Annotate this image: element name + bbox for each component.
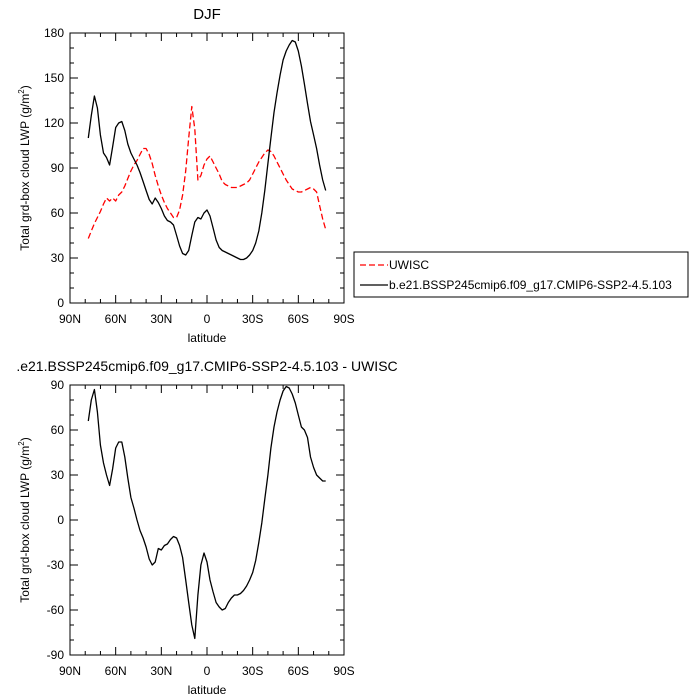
legend-box	[353, 251, 689, 298]
x-axis-label: latitude	[188, 683, 227, 697]
x-tick-label: 60S	[288, 312, 309, 326]
y-tick-label: 0	[57, 296, 64, 310]
x-tick-label: 90S	[333, 312, 354, 326]
y-tick-label: 60	[51, 206, 65, 220]
y-tick-label: 180	[44, 26, 64, 40]
chart-title: .e21.BSSP245cmip6.f09_g17.CMIP6-SSP2-4.5…	[16, 358, 397, 374]
x-tick-label: 60N	[105, 312, 127, 326]
y-axis-label: Total grd-box cloud LWP (g/m2)	[17, 437, 32, 602]
series-line-2	[87, 39, 327, 261]
x-tick-label: 30S	[242, 664, 263, 678]
y-tick-label: 120	[44, 116, 64, 130]
x-tick-label: 30N	[150, 312, 172, 326]
x-tick-label: 60S	[288, 664, 309, 678]
x-axis-label: latitude	[188, 331, 227, 345]
y-tick-label: 30	[51, 468, 65, 482]
plot-frame	[69, 384, 345, 656]
x-tick-label: 90N	[59, 664, 81, 678]
y-axis-label: Total grd-box cloud LWP (g/m2)	[17, 85, 32, 250]
y-axis-label-end: )	[18, 85, 32, 89]
y-tick-label: 150	[44, 71, 64, 85]
x-tick-label: 0	[204, 312, 211, 326]
y-tick-label: -60	[47, 603, 65, 617]
y-axis-label-sup: 2	[17, 89, 26, 94]
panel-2: .e21.BSSP245cmip6.f09_g17.CMIP6-SSP2-4.5…	[16, 358, 397, 697]
y-axis-label-sup: 2	[17, 441, 26, 446]
y-tick-label: -90	[47, 648, 65, 662]
series-line-1	[87, 385, 326, 640]
y-tick-label: -30	[47, 558, 65, 572]
y-tick-label: 90	[51, 161, 65, 175]
y-tick-label: 60	[51, 423, 65, 437]
y-axis-label-end: )	[18, 437, 32, 441]
panel-1: DJF 90N 60N 30N 0 30S 60S 90S 0 30 60 90 120 150 180 la…	[17, 6, 355, 345]
y-tick-label: 30	[51, 251, 65, 265]
y-axis-label-main: Total grd-box cloud LWP (g/m	[18, 446, 32, 603]
x-tick-label: 90N	[59, 312, 81, 326]
legend-label-2: b.e21.BSSP245cmip6.f09_g17.CMIP6-SSP2-4.…	[389, 278, 672, 292]
chart-title: DJF	[193, 6, 221, 23]
x-tick-label: 0	[204, 664, 211, 678]
x-tick-label: 30S	[242, 312, 263, 326]
y-axis-label-main: Total grd-box cloud LWP (g/m	[18, 94, 32, 251]
y-tick-label: 0	[57, 513, 64, 527]
series-line-1	[87, 105, 327, 239]
x-tick-label: 90S	[333, 664, 354, 678]
y-tick-label: 90	[51, 378, 65, 392]
legend: UWISC b.e21.BSSP245cmip6.f09_g17.CMIP6-SS…	[353, 251, 689, 298]
x-tick-label: 60N	[105, 664, 127, 678]
legend-label-1: UWISC	[389, 258, 429, 272]
x-tick-label: 30N	[150, 664, 172, 678]
